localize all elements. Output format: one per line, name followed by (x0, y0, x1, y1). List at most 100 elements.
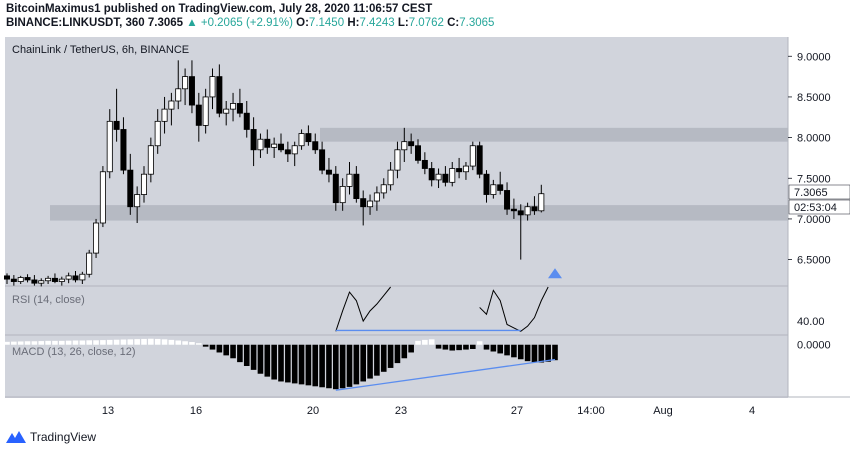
macd-bar (353, 344, 360, 385)
candle-body (504, 190, 511, 210)
tradingview-logo-icon (6, 431, 26, 443)
candle-body (86, 252, 93, 275)
macd-bar (223, 344, 229, 356)
candle-body (394, 149, 401, 171)
macd-bar (387, 344, 394, 368)
price-tick-label: 7.0000 (797, 214, 831, 226)
macd-bar (65, 340, 72, 345)
candle-body (223, 108, 230, 114)
macd-bar (230, 344, 236, 359)
price-tick-label: 8.0000 (797, 133, 831, 145)
candle-body (236, 103, 243, 114)
macd-bar (127, 339, 134, 345)
macd-bar (497, 344, 503, 354)
macd-bar (552, 344, 558, 361)
candle-body (216, 76, 223, 114)
macd-bar (374, 344, 380, 376)
macd-bar (271, 344, 277, 380)
candle-body (346, 173, 353, 187)
macd-bar (161, 339, 168, 345)
macd-bar (264, 344, 271, 377)
candle-body (51, 277, 58, 282)
candle-body (147, 145, 154, 175)
time-tick-label: 20 (307, 405, 319, 417)
candle-body (469, 145, 476, 167)
candle-body (284, 149, 291, 155)
macd-bar (154, 338, 161, 345)
macd-tick-label: 0.0000 (797, 340, 831, 352)
candle-body (339, 185, 346, 204)
candle-body (325, 169, 332, 175)
candle-body (353, 173, 360, 199)
candle-body (277, 143, 284, 151)
macd-bar (490, 344, 497, 352)
macd-bar (463, 344, 469, 350)
candle-body (456, 168, 463, 173)
macd-bar (511, 344, 517, 358)
close-value: 7.3065 (459, 17, 495, 29)
candles-layer (4, 60, 562, 287)
candle-body (373, 192, 380, 202)
macd-bar (113, 339, 120, 345)
macd-bar (72, 340, 79, 345)
macd-bar (175, 340, 182, 345)
macd-bar (291, 344, 298, 384)
time-tick-label: Aug (653, 405, 673, 417)
candle-body (538, 193, 545, 212)
macd-bar (134, 339, 140, 345)
change-up-icon: ▲ (186, 17, 198, 29)
candle-body (483, 173, 490, 195)
candle-body (264, 138, 271, 148)
macd-bar (408, 344, 414, 353)
macd-bar (531, 344, 538, 363)
last-price-badge-bg (788, 184, 850, 200)
symbol-label[interactable]: BINANCE:LINKUSDT, 360 (6, 17, 145, 29)
candle-body (305, 133, 312, 143)
macd-bar (538, 344, 545, 363)
candle-body (414, 145, 421, 161)
macd-bar (483, 344, 490, 350)
annotation-arrow-up-icon (548, 268, 562, 279)
low-value: 7.0762 (408, 17, 444, 29)
candle-body (65, 275, 72, 280)
candle-body (188, 76, 195, 106)
candle-body (332, 173, 339, 204)
candle-body (72, 275, 79, 281)
macd-bar (442, 344, 449, 350)
macd-bar (545, 344, 551, 362)
candle-body (31, 279, 38, 284)
macd-bar (11, 341, 17, 345)
time-tick-label: 13 (102, 405, 114, 417)
rsi-tick-label: 40.00 (797, 316, 825, 328)
candle-body (140, 173, 147, 195)
macd-bar (333, 344, 339, 390)
candle-body (4, 275, 10, 280)
macd-bar (250, 344, 257, 370)
open-label: O: (296, 17, 309, 29)
macd-bar (45, 340, 51, 345)
candle-body (58, 278, 65, 282)
time-tick-label: 4 (749, 405, 755, 417)
macd-bar (257, 344, 264, 374)
macd-bar (346, 344, 353, 387)
zones-layer (50, 127, 788, 221)
macd-bar (59, 340, 65, 345)
rsi-layer (335, 286, 549, 332)
macd-bar (120, 339, 127, 345)
candle-body (387, 169, 394, 186)
candle-body (442, 173, 449, 183)
price-tick-label: 6.5000 (797, 255, 831, 267)
macd-bar (476, 341, 483, 345)
macd-bar (106, 339, 113, 345)
macd-bar (182, 341, 188, 345)
candle-body (154, 120, 161, 147)
candle-body (497, 184, 504, 191)
macd-bar (237, 344, 243, 363)
macd-layer (4, 338, 558, 391)
candle-body (312, 141, 319, 151)
macd-title: MACD (13, 26, close, 12) (12, 346, 136, 358)
candle-body (38, 280, 45, 284)
high-label: H: (347, 17, 360, 29)
candle-body (182, 76, 189, 90)
